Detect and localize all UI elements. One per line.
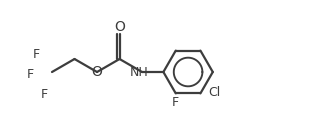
Text: F: F — [27, 67, 33, 81]
Text: NH: NH — [130, 65, 149, 79]
Text: O: O — [114, 20, 125, 34]
Text: F: F — [32, 48, 40, 60]
Text: O: O — [92, 65, 102, 79]
Text: F: F — [40, 88, 48, 100]
Text: Cl: Cl — [208, 86, 220, 99]
Text: F: F — [172, 96, 179, 109]
